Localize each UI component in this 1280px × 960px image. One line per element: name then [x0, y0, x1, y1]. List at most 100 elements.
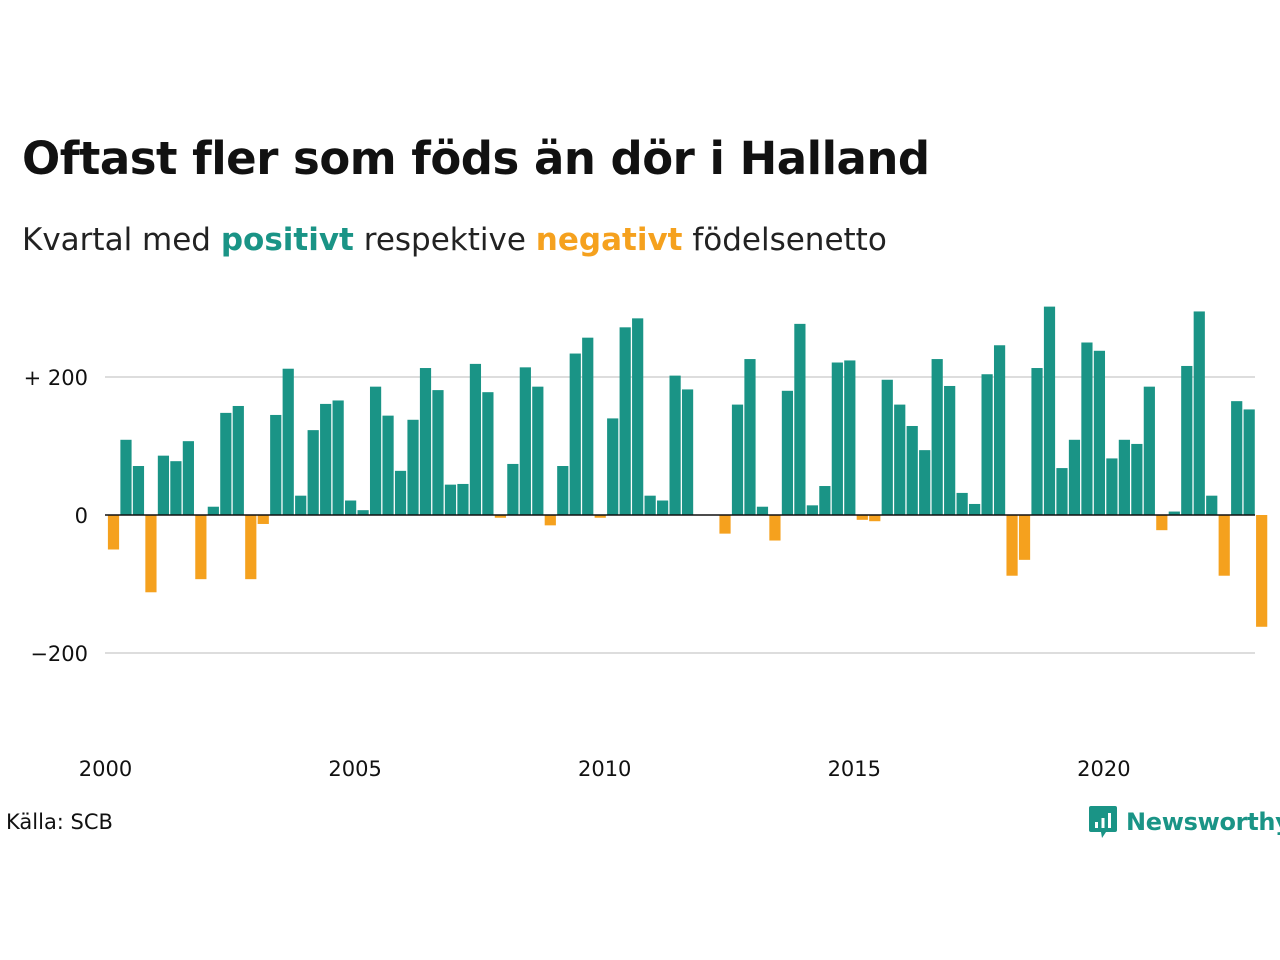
- bar-negative: [856, 515, 868, 520]
- subtitle-suffix: födelsenetto: [692, 222, 887, 258]
- bar-positive: [1243, 409, 1255, 515]
- bar-positive: [781, 390, 794, 515]
- bar-positive: [419, 368, 432, 515]
- brand-name: Newsworthy: [1126, 808, 1280, 836]
- source-note: Källa: SCB: [6, 810, 113, 834]
- bar-negative: [1018, 515, 1031, 560]
- bar-positive: [394, 470, 407, 515]
- bar-positive: [1031, 368, 1043, 515]
- bar-positive: [894, 404, 906, 515]
- newsworthy-logo-icon: [1089, 806, 1117, 838]
- chart-title: Oftast fler som föds än dör i Halland: [22, 132, 930, 185]
- bar-positive: [469, 363, 482, 515]
- bar-positive: [881, 379, 893, 515]
- bar-negative: [594, 515, 606, 518]
- bar-positive: [681, 389, 694, 515]
- bar-negative: [1218, 515, 1230, 576]
- bar-positive: [207, 506, 219, 515]
- bar-positive: [270, 414, 282, 515]
- x-tick-label: 2000: [79, 757, 132, 781]
- bar-negative: [1256, 515, 1268, 627]
- x-tick-label: 2010: [578, 757, 631, 781]
- bar-positive: [931, 359, 943, 515]
- bar-positive: [1093, 350, 1106, 515]
- bar-positive: [731, 404, 744, 515]
- bar-positive: [332, 400, 344, 515]
- chart-subtitle: Kvartal med positivt respektive negativt…: [22, 222, 887, 258]
- bar-positive: [157, 455, 170, 515]
- bar-negative: [544, 515, 556, 526]
- y-tick-label: 0: [75, 504, 88, 528]
- bar-positive: [582, 337, 594, 515]
- bar-negative: [869, 515, 881, 522]
- bar-positive: [1106, 458, 1118, 515]
- bar-positive: [1081, 342, 1093, 515]
- x-tick-label: 2015: [828, 757, 881, 781]
- bar-positive: [382, 415, 394, 515]
- bar-positive: [806, 505, 818, 515]
- bar-positive: [220, 412, 232, 515]
- bar-positive: [1118, 439, 1130, 515]
- bar-positive: [956, 492, 968, 515]
- x-tick-label: 2020: [1077, 757, 1130, 781]
- bar-positive: [644, 495, 656, 515]
- bar-positive: [407, 419, 419, 515]
- bar-positive: [569, 353, 581, 515]
- bar-positive: [132, 466, 145, 515]
- bar-positive: [906, 425, 918, 515]
- bar-negative: [719, 515, 731, 534]
- bar-positive: [819, 486, 831, 515]
- bar-positive: [432, 390, 444, 515]
- x-tick-label: 2005: [328, 757, 381, 781]
- bar-positive: [120, 439, 132, 515]
- bar-positive: [1131, 443, 1143, 515]
- bar-positive: [295, 495, 307, 515]
- y-tick-label: −200: [30, 642, 88, 666]
- bar-positive: [232, 405, 244, 515]
- bar-positive: [981, 374, 993, 515]
- subtitle-middle: respektive: [363, 222, 526, 258]
- axis-labels: + 200 0 −200 2000 2005 2010 2015 2020: [24, 366, 1131, 781]
- bar-positive: [519, 367, 531, 515]
- bar-positive: [444, 484, 457, 515]
- bar-negative: [245, 515, 257, 580]
- bar-negative: [769, 515, 781, 541]
- bar-positive: [1043, 306, 1056, 515]
- bar-positive: [182, 441, 194, 515]
- subtitle-negative: negativt: [535, 222, 683, 258]
- bar-positive: [369, 386, 382, 515]
- bar-negative: [1156, 515, 1168, 531]
- bar-negative: [195, 515, 207, 580]
- bar-positive: [320, 403, 332, 515]
- bar-negative: [257, 515, 269, 524]
- bar-positive: [844, 360, 856, 515]
- bar-positive: [1168, 511, 1180, 515]
- bar-positive: [632, 318, 644, 515]
- bar-positive: [170, 461, 182, 515]
- bar-positive: [345, 500, 357, 515]
- bar-positive: [657, 500, 669, 515]
- bar-positive: [1056, 468, 1068, 515]
- bar-positive: [457, 483, 469, 515]
- bar-positive: [969, 503, 981, 515]
- bar-positive: [1068, 439, 1081, 515]
- bar-positive: [1231, 401, 1243, 515]
- bar-positive: [669, 375, 681, 515]
- bar-positive: [307, 430, 319, 515]
- bar-negative: [145, 515, 157, 593]
- bar-positive: [532, 386, 544, 515]
- bar-positive: [357, 510, 369, 515]
- bar-positive: [607, 418, 619, 515]
- bar-positive: [1206, 495, 1218, 515]
- bar-positive: [1143, 386, 1155, 515]
- bar-positive: [1193, 311, 1205, 515]
- bar-positive: [619, 327, 631, 515]
- bar-positive: [282, 368, 294, 515]
- bar-positive: [1181, 365, 1193, 515]
- bars: [107, 306, 1268, 627]
- bar-positive: [756, 506, 769, 515]
- subtitle-positive: positivt: [220, 222, 354, 258]
- bar-positive: [794, 323, 806, 515]
- bar-negative: [107, 515, 120, 550]
- bar-positive: [831, 362, 843, 515]
